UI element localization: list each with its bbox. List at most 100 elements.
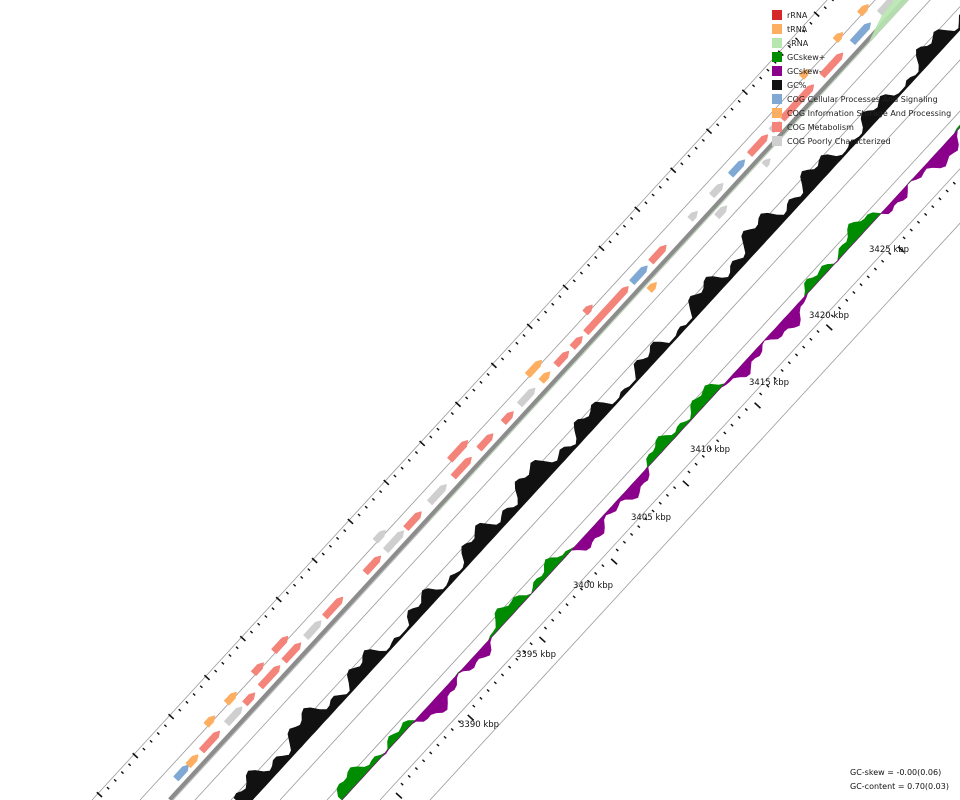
tick-mark bbox=[651, 509, 655, 513]
tick-mark bbox=[787, 361, 791, 365]
tick-mark bbox=[825, 324, 833, 331]
tick-mark bbox=[422, 759, 426, 763]
tick-mark bbox=[754, 402, 762, 409]
gene-feature bbox=[242, 692, 256, 707]
legend-item: COG Poorly Characterized bbox=[772, 134, 951, 148]
tick-mark bbox=[615, 232, 619, 236]
tick-mark bbox=[321, 552, 325, 556]
tick-mark bbox=[694, 462, 698, 466]
legend-item: sRNA bbox=[772, 36, 951, 50]
gene-feature bbox=[203, 715, 216, 728]
tick-mark bbox=[945, 189, 949, 193]
gene-feature bbox=[849, 22, 871, 45]
tick-mark bbox=[486, 372, 490, 377]
tick-mark bbox=[701, 138, 705, 142]
tick-mark bbox=[486, 688, 490, 693]
tick-mark bbox=[543, 310, 548, 314]
gene-feature bbox=[761, 158, 771, 168]
tick-mark bbox=[132, 752, 139, 759]
tick-mark bbox=[275, 596, 282, 603]
tick-mark bbox=[682, 480, 690, 487]
gene-feature bbox=[224, 706, 243, 726]
gene-feature bbox=[447, 440, 469, 463]
position-label: 3410 kbp bbox=[690, 445, 730, 455]
legend-item: COG Cellular Processes And Signaling bbox=[772, 92, 951, 106]
tick-mark bbox=[644, 517, 648, 521]
tick-mark bbox=[813, 11, 820, 18]
tick-mark bbox=[629, 532, 634, 536]
tick-mark bbox=[665, 493, 670, 497]
tick-mark bbox=[723, 431, 727, 435]
tick-mark bbox=[630, 216, 634, 220]
track-guide bbox=[379, 168, 960, 800]
tick-mark bbox=[852, 290, 856, 295]
tick-mark bbox=[716, 439, 720, 443]
tick-mark bbox=[500, 357, 505, 361]
tick-mark bbox=[938, 197, 942, 201]
legend-item: GC% bbox=[772, 78, 951, 92]
tick-mark bbox=[371, 497, 376, 501]
gene-feature bbox=[303, 620, 322, 640]
tick-mark bbox=[608, 240, 612, 244]
tick-mark bbox=[400, 466, 404, 470]
backbone-line bbox=[168, 0, 909, 800]
position-label: 3415 kbp bbox=[749, 378, 789, 388]
legend-label: rRNA bbox=[787, 10, 808, 20]
legend-item: rRNA bbox=[772, 8, 951, 22]
gene-feature bbox=[173, 764, 189, 782]
tick-mark bbox=[888, 251, 892, 255]
gene-feature bbox=[476, 433, 494, 452]
tick-mark bbox=[383, 479, 390, 486]
legend-swatch bbox=[772, 136, 782, 146]
tick-mark bbox=[508, 349, 512, 353]
stats: GC-skew = -0.00(0.06) GC-content = 0.70(… bbox=[850, 766, 949, 794]
tick-mark bbox=[235, 646, 239, 650]
tick-mark bbox=[831, 0, 835, 2]
legend-swatch bbox=[772, 80, 782, 90]
tick-mark bbox=[687, 470, 691, 474]
tick-mark bbox=[658, 185, 662, 189]
legend-item: GCskew+ bbox=[772, 50, 951, 64]
gene-feature bbox=[799, 68, 810, 80]
tick-mark bbox=[551, 618, 555, 622]
tick-mark bbox=[694, 146, 698, 150]
tick-mark bbox=[916, 220, 921, 224]
tick-mark bbox=[716, 123, 720, 127]
tick-mark bbox=[794, 37, 799, 41]
gene-feature bbox=[646, 282, 657, 293]
gene-feature bbox=[583, 286, 629, 335]
tick-mark bbox=[203, 674, 211, 681]
tick-mark bbox=[751, 84, 756, 88]
tick-mark bbox=[730, 107, 734, 111]
tick-mark bbox=[156, 732, 160, 736]
position-label: 3400 kbp bbox=[573, 581, 613, 591]
tick-mark bbox=[450, 412, 454, 416]
tick-mark bbox=[741, 89, 749, 96]
tick-mark bbox=[454, 401, 462, 408]
tick-mark bbox=[221, 661, 225, 665]
gene-feature bbox=[322, 596, 344, 620]
tick-mark bbox=[881, 259, 885, 263]
tick-mark bbox=[429, 435, 433, 439]
tick-mark bbox=[802, 345, 806, 349]
legend-label: tRNA bbox=[787, 24, 808, 34]
tick-mark bbox=[601, 564, 605, 568]
legend-label: COG Poorly Characterized bbox=[787, 136, 891, 146]
tick-mark bbox=[909, 228, 913, 232]
tick-mark bbox=[543, 626, 548, 630]
tick-mark bbox=[551, 302, 555, 306]
tick-mark bbox=[163, 724, 168, 728]
track-guide bbox=[91, 0, 828, 800]
tick-mark bbox=[178, 708, 182, 712]
legend-item: tRNA bbox=[772, 22, 951, 36]
track-guide bbox=[326, 110, 960, 800]
track-guide bbox=[279, 59, 960, 800]
legend-label: GC% bbox=[787, 80, 807, 90]
tick-mark bbox=[436, 743, 440, 747]
tick-mark bbox=[450, 728, 454, 732]
tick-mark bbox=[708, 447, 713, 451]
tick-mark bbox=[364, 505, 368, 509]
gene-feature bbox=[569, 336, 583, 350]
tick-mark bbox=[723, 115, 727, 119]
tick-mark bbox=[931, 205, 935, 209]
